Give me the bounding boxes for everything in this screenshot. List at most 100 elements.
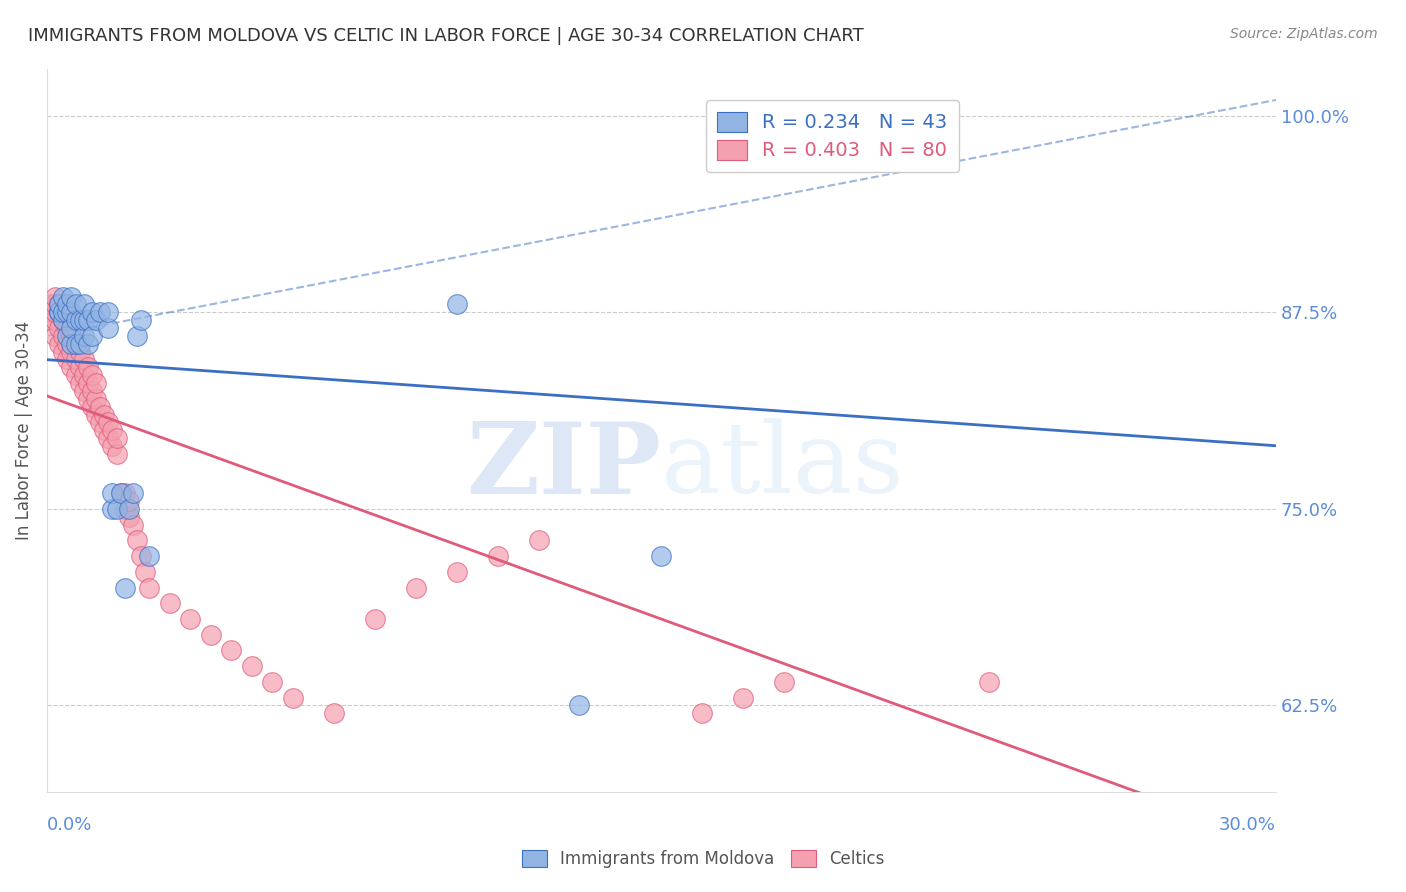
Point xyxy=(89,400,111,414)
Point xyxy=(44,289,66,303)
Point xyxy=(44,313,66,327)
Point xyxy=(105,431,128,445)
Point xyxy=(60,313,83,327)
Point xyxy=(69,336,91,351)
Point xyxy=(56,336,79,351)
Point xyxy=(65,336,87,351)
Point xyxy=(48,336,70,351)
Point xyxy=(48,297,70,311)
Point xyxy=(60,336,83,351)
Point xyxy=(65,368,87,383)
Point xyxy=(179,612,201,626)
Point xyxy=(52,305,75,319)
Point xyxy=(936,109,959,123)
Point xyxy=(65,297,87,311)
Point xyxy=(56,297,79,311)
Point xyxy=(65,336,87,351)
Point xyxy=(118,502,141,516)
Point xyxy=(69,360,91,375)
Point xyxy=(446,297,468,311)
Point xyxy=(65,313,87,327)
Point xyxy=(97,416,120,430)
Point xyxy=(52,289,75,303)
Point xyxy=(52,313,75,327)
Point xyxy=(125,329,148,343)
Point xyxy=(219,643,242,657)
Point xyxy=(39,305,62,319)
Point xyxy=(105,447,128,461)
Text: atlas: atlas xyxy=(661,418,904,515)
Point xyxy=(650,549,672,563)
Point xyxy=(39,313,62,327)
Point xyxy=(56,329,79,343)
Point xyxy=(93,408,115,422)
Point xyxy=(48,297,70,311)
Point xyxy=(76,360,98,375)
Point xyxy=(48,305,70,319)
Point xyxy=(118,509,141,524)
Point xyxy=(93,423,115,437)
Point xyxy=(48,321,70,335)
Point xyxy=(69,313,91,327)
Point xyxy=(60,321,83,335)
Legend: R = 0.234   N = 43, R = 0.403   N = 80: R = 0.234 N = 43, R = 0.403 N = 80 xyxy=(706,100,959,172)
Point xyxy=(56,305,79,319)
Point xyxy=(486,549,509,563)
Point xyxy=(69,376,91,390)
Point xyxy=(101,502,124,516)
Point xyxy=(60,360,83,375)
Point xyxy=(118,494,141,508)
Text: 0.0%: 0.0% xyxy=(46,815,93,834)
Point xyxy=(60,329,83,343)
Point xyxy=(84,392,107,406)
Point xyxy=(405,581,427,595)
Point xyxy=(89,416,111,430)
Point xyxy=(114,486,136,500)
Point xyxy=(363,612,385,626)
Point xyxy=(101,439,124,453)
Point xyxy=(97,321,120,335)
Point xyxy=(322,706,344,721)
Point xyxy=(73,384,96,398)
Point xyxy=(65,352,87,367)
Point xyxy=(89,305,111,319)
Point xyxy=(138,549,160,563)
Legend: Immigrants from Moldova, Celtics: Immigrants from Moldova, Celtics xyxy=(515,843,891,875)
Point xyxy=(281,690,304,705)
Point xyxy=(97,305,120,319)
Point xyxy=(76,336,98,351)
Text: 30.0%: 30.0% xyxy=(1219,815,1277,834)
Point xyxy=(446,565,468,579)
Point xyxy=(159,596,181,610)
Point xyxy=(84,376,107,390)
Point xyxy=(97,431,120,445)
Text: IMMIGRANTS FROM MOLDOVA VS CELTIC IN LABOR FORCE | AGE 30-34 CORRELATION CHART: IMMIGRANTS FROM MOLDOVA VS CELTIC IN LAB… xyxy=(28,27,863,45)
Point xyxy=(76,392,98,406)
Point xyxy=(568,698,591,713)
Y-axis label: In Labor Force | Age 30-34: In Labor Force | Age 30-34 xyxy=(15,320,32,540)
Point xyxy=(122,517,145,532)
Point xyxy=(76,313,98,327)
Point xyxy=(44,305,66,319)
Point xyxy=(122,486,145,500)
Point xyxy=(69,344,91,359)
Point xyxy=(80,368,103,383)
Point xyxy=(129,313,152,327)
Point xyxy=(80,329,103,343)
Point xyxy=(60,305,83,319)
Point xyxy=(105,502,128,516)
Point xyxy=(84,313,107,327)
Point xyxy=(52,329,75,343)
Point xyxy=(114,502,136,516)
Point xyxy=(56,352,79,367)
Point xyxy=(129,549,152,563)
Point xyxy=(125,533,148,548)
Point xyxy=(692,706,714,721)
Text: Source: ZipAtlas.com: Source: ZipAtlas.com xyxy=(1230,27,1378,41)
Point xyxy=(733,690,755,705)
Point xyxy=(110,486,132,500)
Point xyxy=(52,344,75,359)
Point xyxy=(56,305,79,319)
Point xyxy=(134,565,156,579)
Point xyxy=(240,659,263,673)
